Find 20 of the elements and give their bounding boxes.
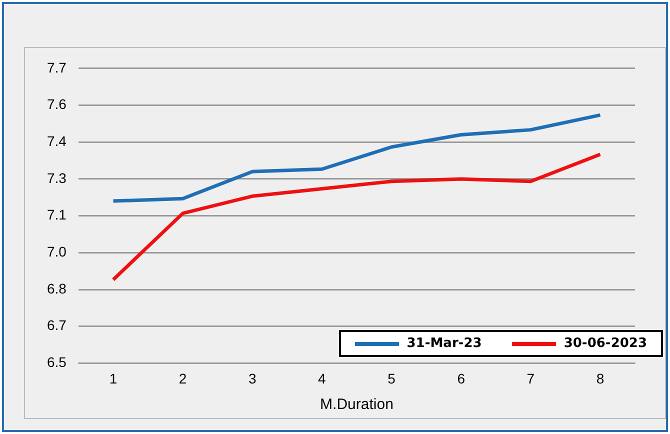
x-tick-label: 3 xyxy=(248,370,256,386)
y-tick-label: 7.3 xyxy=(46,170,67,186)
y-tick-label: 6.7 xyxy=(46,317,67,334)
x-tick-label: 8 xyxy=(596,370,604,386)
y-tick-label: 6.8 xyxy=(46,280,67,296)
y-tick-label: 6.5 xyxy=(46,354,67,370)
y-tick-label: 7.4 xyxy=(46,132,67,149)
x-tick-label: 6 xyxy=(457,370,466,386)
y-tick-label: 7.1 xyxy=(46,206,67,223)
legend-label: 30-06-2023 xyxy=(564,336,647,351)
x-tick-label: 1 xyxy=(109,370,118,386)
x-tick-label: 7 xyxy=(526,370,535,386)
x-axis-title: M.Duration xyxy=(320,396,394,414)
y-tick-label: 7.7 xyxy=(46,59,67,76)
x-tick-label: 2 xyxy=(178,370,187,386)
legend-label: 31-Mar-23 xyxy=(406,336,482,351)
y-tick-label: 7.0 xyxy=(46,244,67,260)
x-tick-label: 5 xyxy=(388,370,396,386)
y-tick-label: 7.6 xyxy=(46,96,67,112)
x-tick-label: 4 xyxy=(318,370,326,386)
